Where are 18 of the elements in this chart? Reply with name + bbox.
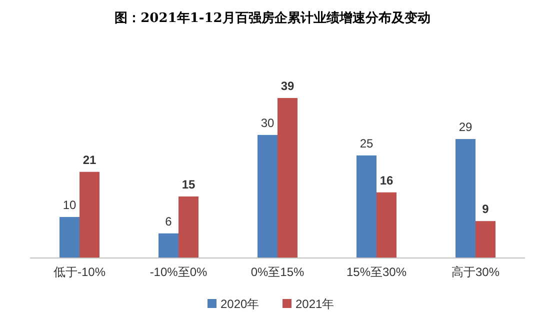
data-label: 21 xyxy=(82,152,96,167)
x-tick-label: -10%至0% xyxy=(150,265,208,279)
data-label: 25 xyxy=(360,136,374,150)
legend-label: 2020年 xyxy=(220,297,260,311)
data-label: 6 xyxy=(165,214,172,228)
x-tick-label: 0%至15% xyxy=(250,265,305,279)
data-label: 30 xyxy=(260,116,274,130)
x-tick-label: 低于-10% xyxy=(53,265,106,279)
title: 图：2021年1-12月百强房企累计业绩增速分布及变动 xyxy=(114,11,430,26)
data-label: 15 xyxy=(182,177,196,192)
legend-label: 2021年 xyxy=(296,297,334,311)
data-label: 16 xyxy=(380,173,394,188)
data-label: 29 xyxy=(458,120,472,134)
x-tick-label: 高于30% xyxy=(451,265,500,279)
data-label: 9 xyxy=(482,202,490,216)
x-tick-label: 15%至30% xyxy=(346,265,407,279)
data-label: 10 xyxy=(62,198,76,212)
data-label: 39 xyxy=(280,79,294,93)
